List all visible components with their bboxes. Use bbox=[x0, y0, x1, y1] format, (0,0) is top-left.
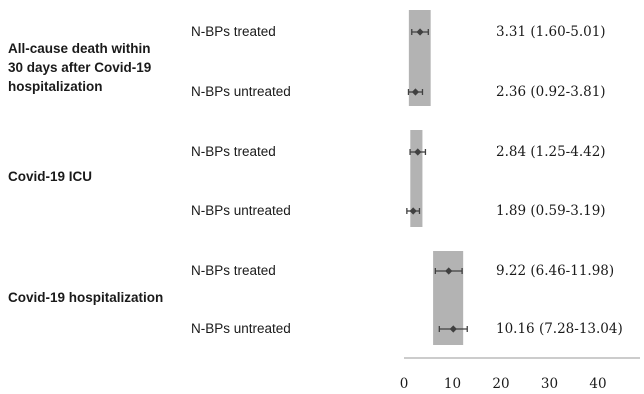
outcome-label-0-line-1: 30 days after Covid-19 bbox=[8, 60, 151, 75]
x-tick-label-4: 40 bbox=[589, 376, 606, 392]
point-estimate-0-0 bbox=[416, 28, 424, 36]
pooled-band-0 bbox=[408, 10, 431, 106]
point-estimate-2-1 bbox=[449, 325, 457, 333]
value-label-0-1: 2.36 (0.92-3.81) bbox=[496, 84, 606, 100]
outcome-label-2-line-0: Covid-19 hospitalization bbox=[8, 290, 163, 305]
value-label-1-0: 2.84 (1.25-4.42) bbox=[496, 144, 606, 160]
value-label-2-1: 10.16 (7.28-13.04) bbox=[496, 321, 623, 337]
value-label-0-0: 3.31 (1.60-5.01) bbox=[496, 24, 606, 40]
outcome-label-1-line-0: Covid-19 ICU bbox=[8, 169, 92, 184]
group-label-0-0: N-BPs treated bbox=[191, 24, 276, 39]
point-estimate-2-0 bbox=[445, 267, 453, 275]
group-label-1-1: N-BPs untreated bbox=[191, 203, 291, 218]
group-label-0-1: N-BPs untreated bbox=[191, 84, 291, 99]
x-tick-label-3: 30 bbox=[541, 376, 558, 392]
outcome-label-0-line-0: All-cause death within bbox=[8, 41, 151, 56]
x-tick-label-0: 0 bbox=[400, 376, 409, 392]
value-label-1-1: 1.89 (0.59-3.19) bbox=[496, 203, 606, 219]
ci-marks bbox=[406, 28, 468, 333]
pooled-band-2 bbox=[433, 251, 464, 345]
pooled-band-1 bbox=[410, 130, 423, 227]
ci-bands bbox=[408, 10, 464, 345]
value-label-2-0: 9.22 (6.46-11.98) bbox=[496, 263, 614, 279]
x-axis: 0 10 20 30 40 bbox=[400, 357, 640, 392]
group-label-2-0: N-BPs treated bbox=[191, 263, 276, 278]
point-estimate-1-0 bbox=[414, 148, 422, 156]
point-estimate-0-1 bbox=[411, 88, 420, 96]
outcome-labels: All-cause death within 30 days after Covi… bbox=[8, 41, 163, 305]
group-label-2-1: N-BPs untreated bbox=[191, 321, 291, 336]
outcome-label-0-line-2: hospitalization bbox=[8, 79, 103, 94]
value-labels: 3.31 (1.60-5.01) 2.36 (0.92-3.81) 2.84 (1.… bbox=[496, 24, 623, 337]
point-estimate-1-1 bbox=[409, 207, 417, 215]
x-tick-label-1: 10 bbox=[444, 376, 461, 392]
x-tick-label-2: 20 bbox=[492, 376, 509, 392]
group-label-1-0: N-BPs treated bbox=[191, 144, 276, 159]
group-labels: N-BPs treated N-BPs untreated N-BPs treate… bbox=[191, 24, 291, 336]
